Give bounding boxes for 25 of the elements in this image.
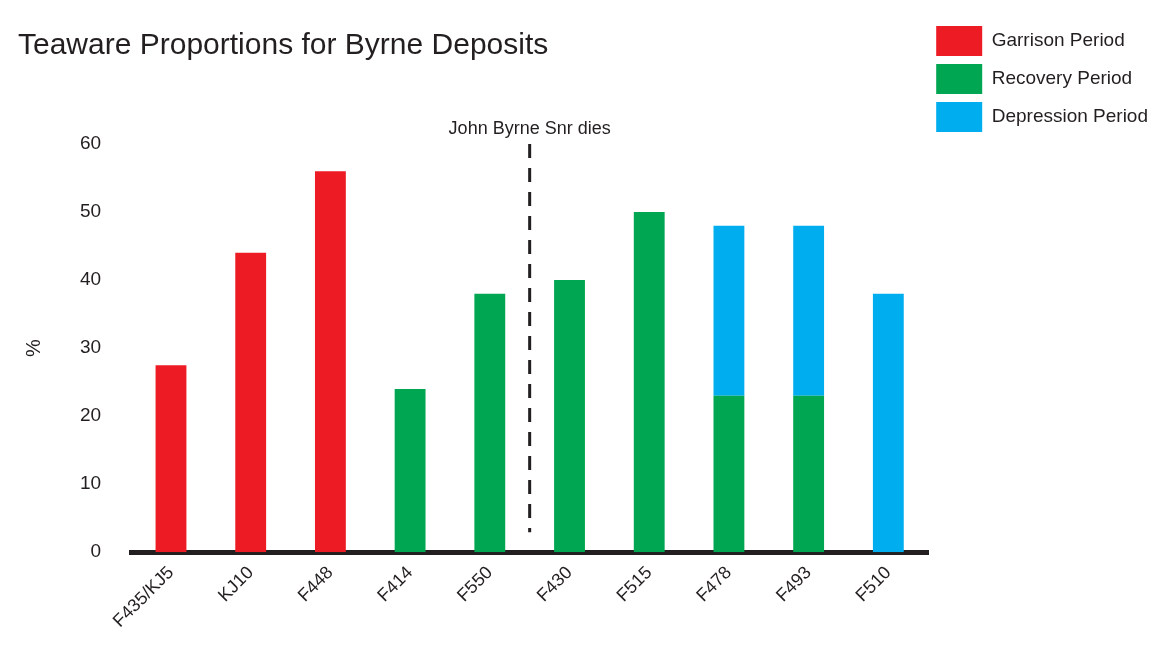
y-tick-label: 20 <box>79 404 102 426</box>
y-tick-label: 60 <box>79 132 102 154</box>
bar <box>872 293 904 553</box>
chart-title: Teaware Proportions for Byrne Deposits <box>18 27 549 61</box>
bar <box>713 225 745 396</box>
bar <box>554 280 585 553</box>
bar <box>793 225 825 396</box>
bar <box>633 212 665 553</box>
bar <box>713 395 745 553</box>
bar <box>394 388 426 553</box>
bar <box>235 252 267 553</box>
y-axis-title: % <box>21 339 44 358</box>
legend-label: Garrison Period <box>991 29 1125 51</box>
y-tick-label: 10 <box>79 472 102 494</box>
y-tick-label: 50 <box>79 200 102 222</box>
legend-label: Recovery Period <box>991 67 1133 89</box>
bar <box>155 365 187 553</box>
bar <box>793 395 825 553</box>
text: John Byrne Snr dies <box>448 117 611 138</box>
y-tick-label: 40 <box>79 268 102 290</box>
y-tick-label: 30 <box>79 336 102 358</box>
legend-label: Depression Period <box>991 105 1149 127</box>
y-tick-label: 0 <box>90 540 102 562</box>
bar <box>474 293 506 553</box>
bar <box>314 171 346 553</box>
